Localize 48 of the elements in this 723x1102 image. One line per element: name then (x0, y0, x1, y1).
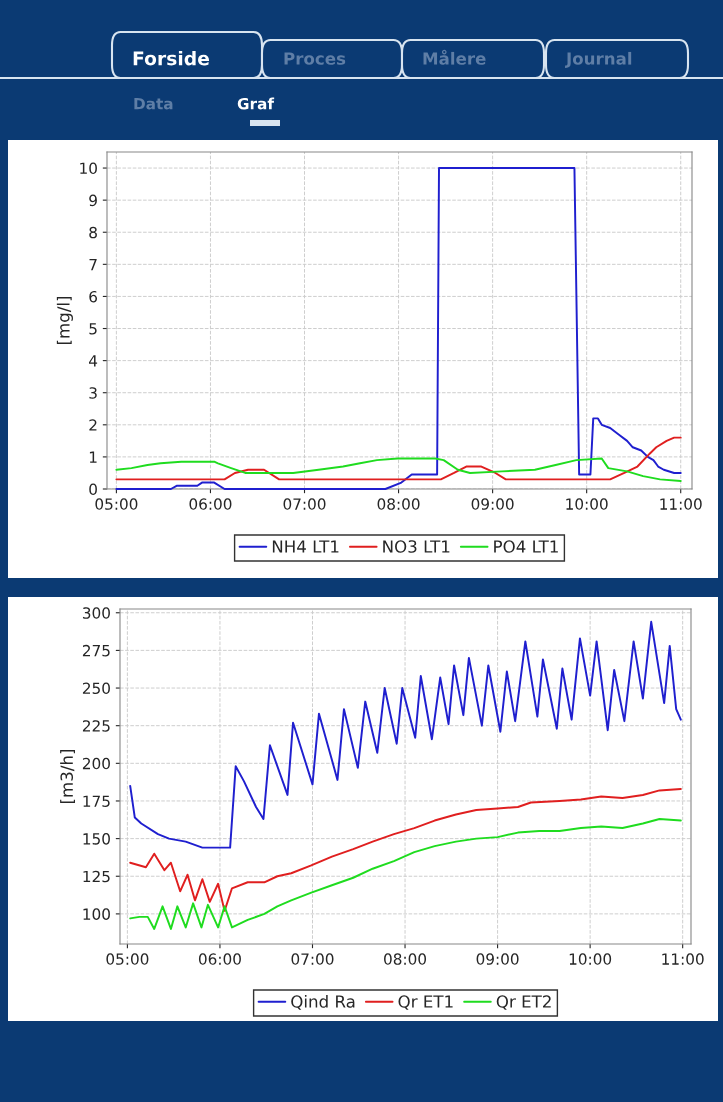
legend-label: NO3 LT1 (383, 540, 450, 553)
y-tick-label: 10 (80, 162, 97, 175)
y-tick-label: 1 (89, 451, 97, 463)
y-tick-label: 200 (82, 757, 110, 770)
x-tick-label: 09:00 (471, 498, 514, 510)
x-tick-label: 06:00 (198, 953, 241, 965)
y-tick-label: 4 (89, 355, 98, 367)
text: Proces (284, 52, 346, 65)
legend-label: Qr ET2 (496, 995, 551, 1010)
y-tick-label: 6 (89, 290, 98, 303)
y-tick-label: 3 (89, 387, 97, 399)
text: Journal (565, 51, 632, 68)
legend-label: PO4 LT1 (494, 540, 558, 553)
y-tick-label: 150 (83, 833, 110, 845)
y-tick-label: 225 (82, 720, 110, 732)
x-tick-label: 10:00 (569, 953, 612, 965)
y-tick-label: 275 (82, 644, 110, 657)
x-tick-label: 11:00 (660, 498, 702, 510)
y-tick-label: 175 (83, 795, 110, 807)
y-tick-label: 250 (82, 682, 110, 695)
y-tick-label: 9 (89, 194, 97, 207)
y-tick-label: 300 (82, 607, 110, 619)
x-tick-label: 05:00 (106, 953, 149, 965)
legend-label: Qr ET1 (398, 995, 453, 1010)
x-tick-label: 10:00 (566, 498, 608, 510)
y-tick-label: 0 (89, 483, 97, 496)
x-tick-label: 07:00 (283, 498, 326, 510)
text: Graf (237, 97, 275, 110)
text: Målere (423, 49, 486, 65)
x-tick-label: 07:00 (291, 953, 334, 965)
legend-label: NH4 LT1 (272, 540, 339, 553)
y-tick-label: 125 (83, 870, 110, 883)
y-tick-label: 100 (83, 908, 110, 920)
legend-label: Qind Ra (291, 994, 355, 1010)
x-tick-label: 05:00 (95, 498, 138, 510)
y-axis-title: [mg/l] (56, 296, 73, 345)
y-tick-label: 2 (89, 419, 97, 431)
x-tick-label: 09:00 (476, 953, 519, 965)
x-tick-label: 11:00 (662, 953, 704, 965)
y-axis-title: [m3/h] (60, 749, 75, 804)
x-tick-label: 08:00 (377, 498, 420, 510)
x-tick-label: 06:00 (189, 498, 232, 510)
y-tick-label: 5 (89, 323, 97, 335)
y-tick-label: 7 (89, 259, 97, 271)
x-tick-label: 08:00 (384, 953, 427, 965)
y-tick-label: 8 (89, 226, 97, 239)
text: Forside (133, 50, 210, 66)
text: Data (134, 98, 173, 110)
